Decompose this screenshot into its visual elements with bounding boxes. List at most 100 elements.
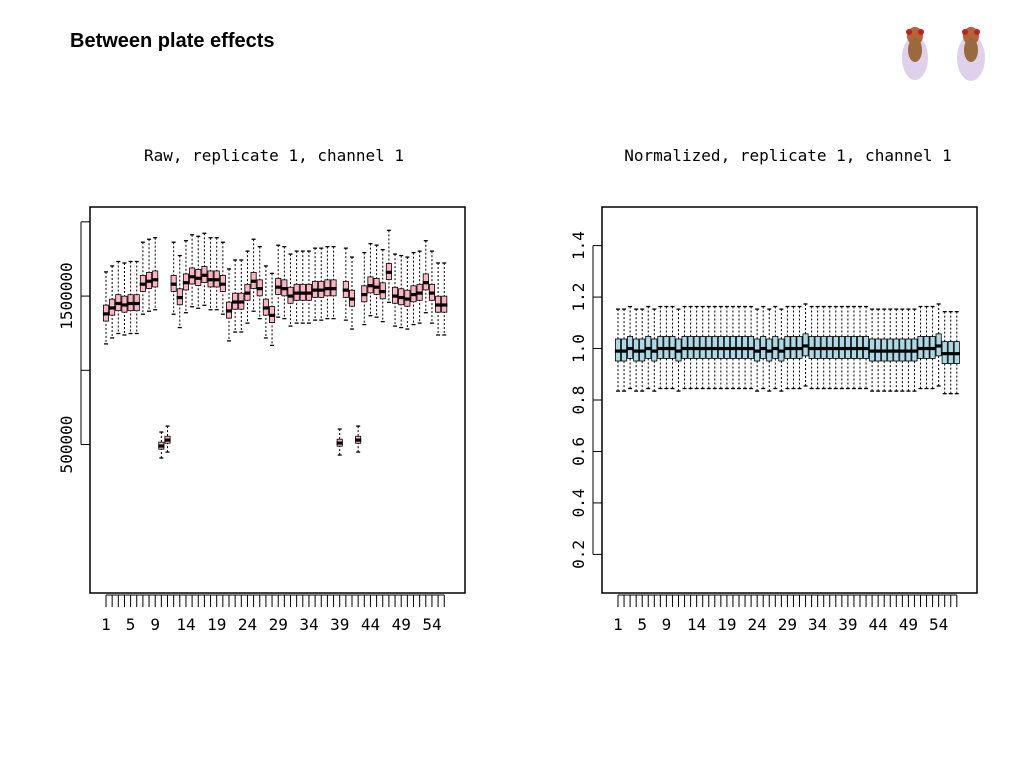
box-11 <box>164 425 171 453</box>
box-36 <box>318 247 325 321</box>
fruit-fly-left-icon <box>902 27 928 80</box>
y-tick-label: 1500000 <box>57 262 76 329</box>
x-axis: 1 5 9 14 19 24 29 34 39 44 49 54 <box>613 594 958 634</box>
box-36 <box>826 305 833 390</box>
box-32 <box>293 250 300 324</box>
box-8 <box>657 305 664 390</box>
box-42 <box>355 425 362 453</box>
box-27 <box>262 265 269 339</box>
box-21 <box>735 305 743 390</box>
x-tick-label: 14 <box>176 615 195 634</box>
x-tick-label: 29 <box>269 615 288 634</box>
box-10 <box>669 305 676 390</box>
box-49 <box>398 254 405 329</box>
x-tick-label: 9 <box>662 615 672 634</box>
plot-frame <box>89 206 466 594</box>
box-26 <box>766 308 773 392</box>
box-19 <box>723 305 730 390</box>
box-46 <box>379 248 386 323</box>
x-tick-label: 49 <box>899 615 918 634</box>
boxplot-series <box>102 229 448 459</box>
box-29 <box>784 305 791 390</box>
x-tick-label: 5 <box>637 615 647 634</box>
box-20 <box>219 241 226 315</box>
box-4 <box>121 262 128 336</box>
box-15 <box>189 234 196 308</box>
box-56 <box>441 262 448 336</box>
box-53 <box>422 240 429 314</box>
box-16 <box>705 305 712 390</box>
box-45 <box>373 244 380 318</box>
box-16 <box>195 235 202 309</box>
x-tick-label: 24 <box>748 615 767 634</box>
box-57 <box>953 311 960 395</box>
x-tick-label: 19 <box>207 615 226 634</box>
box-41 <box>856 305 864 390</box>
box-13 <box>687 305 694 390</box>
box-8 <box>145 238 153 312</box>
y-tick-label: 0.8 <box>569 386 588 415</box>
box-54 <box>428 250 436 324</box>
box-31 <box>796 305 803 390</box>
box-9 <box>152 237 159 311</box>
box-45 <box>881 308 888 392</box>
x-tick-label: 9 <box>150 615 160 634</box>
box-32 <box>802 303 809 387</box>
x-tick-label: 14 <box>687 615 706 634</box>
box-41 <box>348 256 356 330</box>
x-tick-label: 19 <box>717 615 736 634</box>
box-12 <box>170 241 177 315</box>
box-52 <box>923 305 930 390</box>
box-19 <box>213 237 220 311</box>
box-14 <box>182 240 190 314</box>
box-17 <box>201 232 208 306</box>
x-tick-label: 1 <box>613 615 623 634</box>
slide-title: Between plate effects <box>70 30 275 52</box>
y-tick-label: 1.4 <box>569 231 588 260</box>
box-47 <box>385 229 392 303</box>
box-1 <box>614 308 622 392</box>
chart-title: Normalized, replicate 1, channel 1 <box>624 146 952 165</box>
box-48 <box>391 253 399 327</box>
box-35 <box>820 305 827 390</box>
box-3 <box>627 305 634 390</box>
y-tick-label: 0.2 <box>569 540 588 569</box>
box-24 <box>754 308 761 392</box>
box-37 <box>832 305 839 390</box>
box-44 <box>875 308 882 392</box>
y-tick-label: 1.0 <box>569 334 588 363</box>
box-7 <box>651 308 658 392</box>
box-5 <box>639 308 646 392</box>
box-23 <box>748 305 755 390</box>
box-44 <box>367 243 374 317</box>
box-6 <box>645 305 652 390</box>
x-axis: 1 5 9 14 19 24 29 34 39 44 49 54 <box>101 594 445 634</box>
y-tick-label: 500000 <box>57 416 76 474</box>
box-18 <box>207 237 214 311</box>
box-11 <box>675 308 682 392</box>
y-axis: 500000 1500000 <box>57 221 90 474</box>
box-6 <box>133 260 140 335</box>
box-26 <box>256 246 263 320</box>
box-55 <box>941 311 948 395</box>
box-9 <box>663 305 670 390</box>
box-34 <box>305 250 313 324</box>
chart-title: Raw, replicate 1, channel 1 <box>144 146 404 165</box>
fruit-fly-right-icon <box>957 27 985 81</box>
box-47 <box>893 308 900 392</box>
box-28 <box>268 272 276 347</box>
box-38 <box>838 305 845 390</box>
plot-frame <box>601 206 978 594</box>
box-40 <box>850 305 858 390</box>
box-12 <box>681 305 688 390</box>
box-7 <box>139 241 146 315</box>
box-56 <box>947 311 954 395</box>
box-34 <box>814 305 821 390</box>
y-tick-label: 1.2 <box>569 283 588 312</box>
box-27 <box>772 305 779 390</box>
box-50 <box>404 256 411 330</box>
box-53 <box>929 305 936 390</box>
box-2 <box>620 308 628 392</box>
x-tick-label: 34 <box>808 615 827 634</box>
y-tick-label: 0.4 <box>569 488 588 517</box>
